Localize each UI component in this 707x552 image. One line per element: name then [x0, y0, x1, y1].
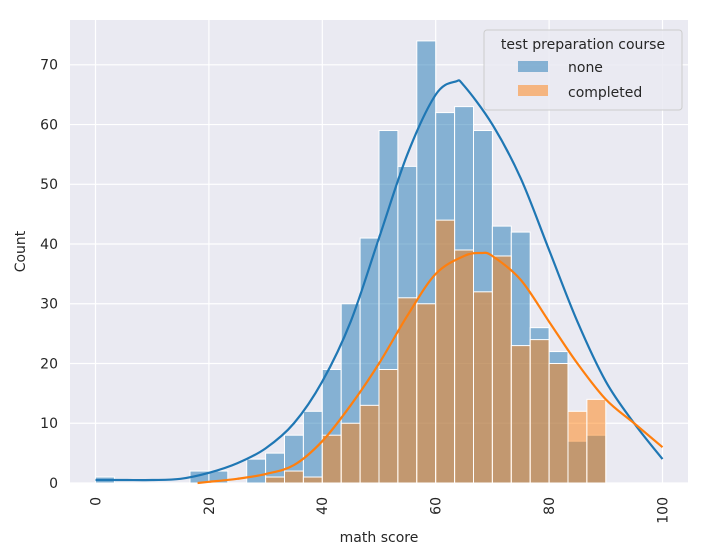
histogram-bar-completed: [548, 363, 569, 484]
histogram-bar-completed: [510, 345, 531, 484]
x-tick-label: 100: [655, 497, 671, 524]
histogram-bar-completed: [284, 470, 304, 484]
histogram-bar-completed: [454, 249, 474, 484]
legend-label-completed: completed: [568, 85, 642, 101]
y-tick-label: 0: [49, 476, 58, 492]
legend: test preparation course none completed: [483, 29, 683, 111]
x-tick-label: 20: [202, 497, 218, 515]
histogram-bar-completed: [435, 219, 456, 484]
histogram-bar-none: [246, 458, 267, 484]
legend-title: test preparation course: [501, 37, 665, 53]
y-tick-label: 30: [40, 297, 58, 313]
y-tick-label: 60: [40, 117, 58, 133]
histogram-bar-none: [302, 410, 323, 484]
kde-curve-none: [95, 79, 664, 482]
legend-label-none: none: [568, 60, 603, 76]
x-tick-label: 0: [88, 497, 104, 506]
histogram-bars: [95, 40, 607, 484]
y-tick-label: 70: [40, 58, 58, 74]
histogram-bar-completed: [321, 434, 342, 484]
histogram-bar-completed: [491, 255, 512, 484]
y-tick-label: 10: [40, 416, 58, 432]
kde-curves: [95, 79, 664, 485]
y-axis-label: Count: [13, 230, 29, 272]
kde-curve-completed: [197, 251, 664, 485]
histogram-bar-completed: [416, 303, 437, 484]
y-tick-label: 20: [40, 356, 58, 372]
histogram-bar-completed: [472, 291, 493, 484]
legend-swatch-completed: [518, 85, 548, 96]
x-tick-label: 40: [315, 497, 331, 515]
legend-swatch-none: [518, 61, 548, 72]
x-tick-label: 80: [542, 497, 558, 515]
histogram-bar-completed: [340, 422, 361, 484]
histogram-bar-completed: [567, 410, 588, 484]
y-tick-label: 50: [40, 177, 58, 193]
histogram-bar-completed: [529, 339, 550, 484]
histogram-bar-completed: [359, 404, 380, 484]
axis-ticks: 0 20 40 60 80 100 0 10 20 30 40 50 60 70: [40, 58, 671, 524]
histogram-bar-completed: [586, 398, 607, 484]
histogram-bar-completed: [378, 368, 399, 484]
x-tick-label: 60: [429, 497, 445, 515]
histogram-bar-completed: [302, 476, 323, 484]
histogram-bar-completed: [265, 476, 286, 484]
x-axis-label: math score: [340, 530, 419, 546]
y-tick-label: 40: [40, 237, 58, 253]
